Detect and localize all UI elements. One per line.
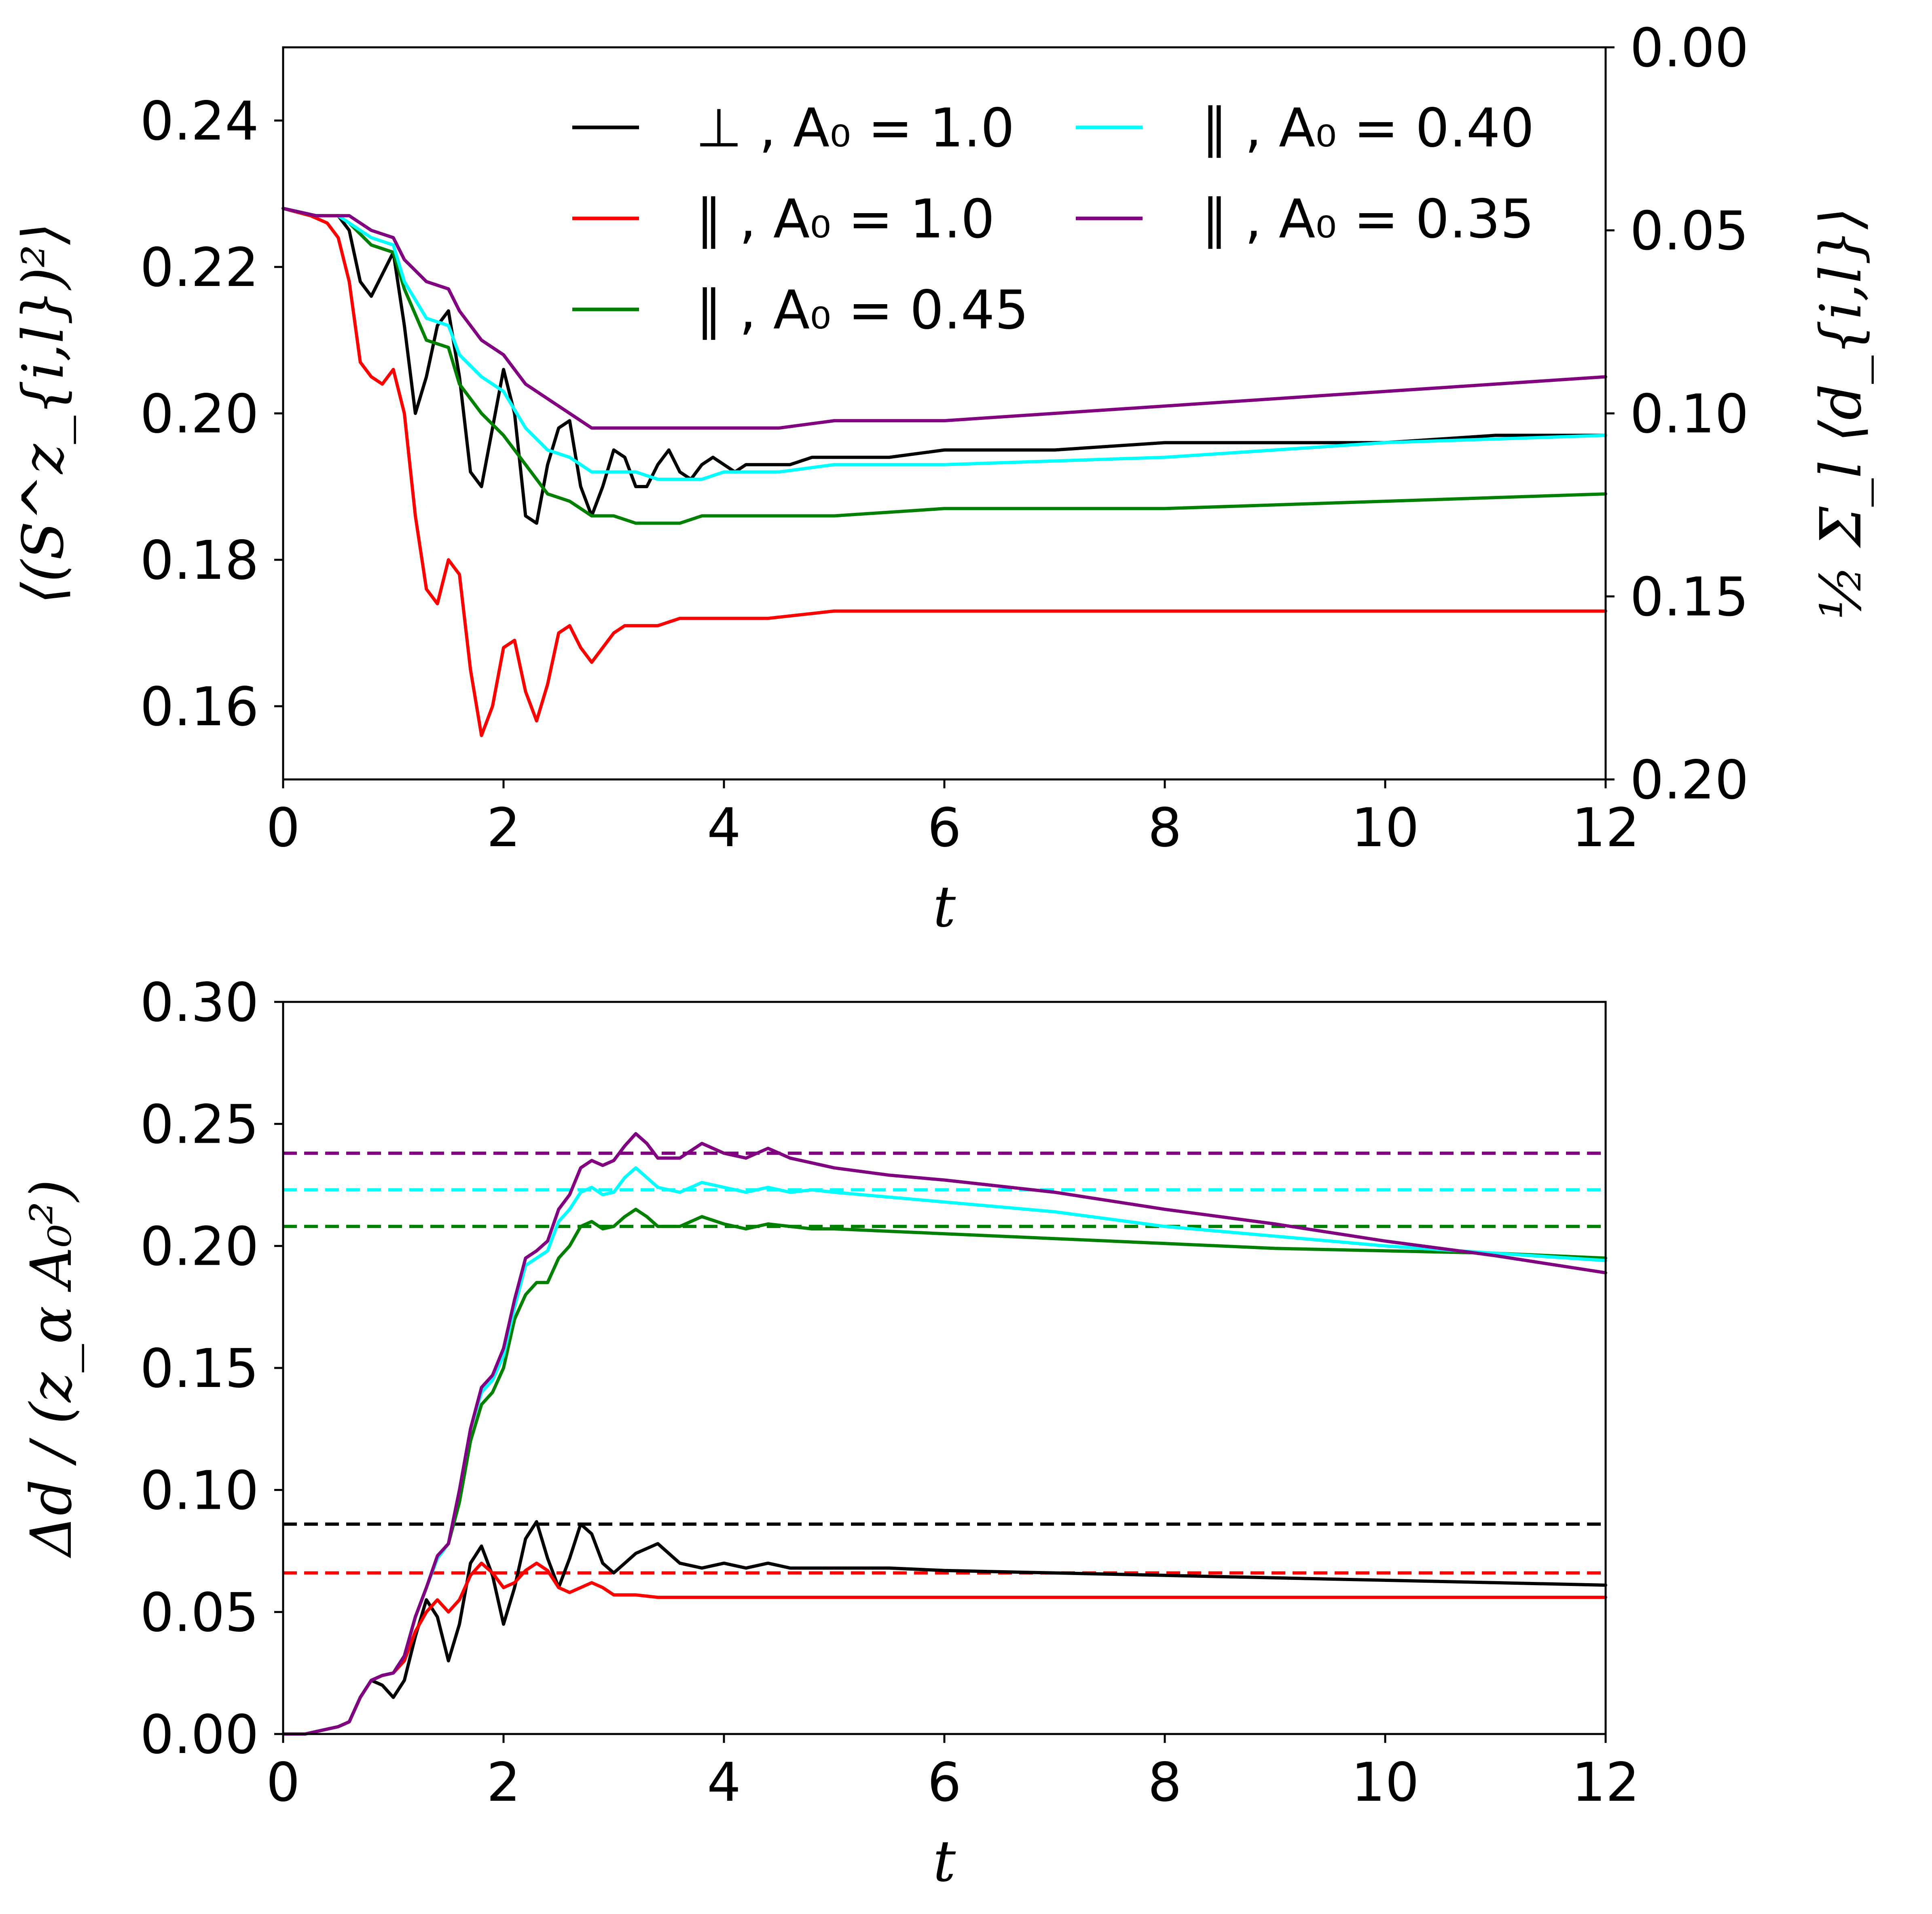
top-x-tick-label-6: 12 xyxy=(1572,797,1640,859)
legend: ⊥ , A₀ = 1.0 ∥ , A₀ = 1.0 ∥ , A₀ = 0.45 … xyxy=(572,97,1534,341)
top-y-tick-label-3: 0.22 xyxy=(140,237,259,299)
bottom-x-tick-label-0: 0 xyxy=(266,1751,300,1814)
bottom-x-tick-label-6: 12 xyxy=(1572,1751,1640,1814)
bottom-x-tick-label-4: 8 xyxy=(1148,1751,1182,1814)
bottom-y-tick-label-4: 0.20 xyxy=(140,1215,259,1278)
bottom-reference-lines xyxy=(283,1152,1606,1575)
top-panel: 0 2 4 6 8 10 12 0.160.180.200.220.24 0.000.050… xyxy=(11,17,1874,940)
top-y-tick-label-4: 0.24 xyxy=(140,90,259,152)
top-x-tick-label-0: 0 xyxy=(266,797,300,859)
top-series-line-1 xyxy=(281,207,1607,737)
bottom-y-tick-label-6: 0.30 xyxy=(140,972,259,1034)
top-y-right-tick-label-0: 0.00 xyxy=(1630,17,1749,79)
top-x-tick-label-3: 6 xyxy=(927,797,961,859)
bottom-x-tick-label-2: 4 xyxy=(707,1751,741,1814)
top-y-right-tick-label-3: 0.15 xyxy=(1630,566,1749,629)
bottom-x-tick-label-1: 2 xyxy=(487,1751,521,1814)
bottom-y-ticks: 0.00 0.05 0.10 0.15 0.20 0.25 0.30 xyxy=(140,972,283,1766)
top-series-line-0 xyxy=(281,207,1607,525)
top-series-group xyxy=(281,207,1607,737)
top-x-tick-label-2: 4 xyxy=(707,797,741,859)
bottom-x-tick-label-3: 6 xyxy=(927,1751,961,1814)
bottom-x-tick-label-5: 10 xyxy=(1351,1751,1419,1814)
bottom-series-line-0 xyxy=(281,1520,1607,1736)
legend-label-perp-1: ⊥ , A₀ = 1.0 xyxy=(696,97,1015,159)
top-series-line-2 xyxy=(281,207,1607,525)
top-y-ticks: 0.16 0.18 0.20 0.22 0.24 xyxy=(140,90,283,738)
top-y-axis-label: ⟨(S^z_{i,l})²⟩ xyxy=(11,222,76,604)
top-y-ticks-right: 0.00 0.05 0.10 0.15 0.20 xyxy=(1606,17,1749,811)
legend-label-par-040: ∥ , A₀ = 0.40 xyxy=(1201,97,1534,159)
bottom-series-line-4 xyxy=(281,1132,1607,1736)
legend-label-par-045: ∥ , A₀ = 0.45 xyxy=(696,279,1029,341)
top-y-tick-label-0: 0.16 xyxy=(140,676,259,738)
top-x-ticks: 0 2 4 6 8 10 12 xyxy=(266,779,1640,859)
bottom-y-tick-label-2: 0.10 xyxy=(140,1460,259,1522)
top-x-axis-label: t xyxy=(933,874,956,940)
top-y-tick-label-1: 0.18 xyxy=(140,529,259,592)
bottom-series-group xyxy=(281,1132,1607,1736)
top-y-axis-label-right: ½ Σ_l ⟨d_{i,l}⟩ xyxy=(1808,207,1874,620)
bottom-y-tick-label-5: 0.25 xyxy=(140,1094,259,1156)
bottom-y-tick-label-3: 0.15 xyxy=(140,1338,259,1400)
bottom-x-ticks: 0 2 4 6 8 10 12 xyxy=(266,1734,1640,1814)
top-y-right-tick-label-4: 0.20 xyxy=(1630,749,1749,811)
bottom-y-tick-label-0: 0.00 xyxy=(140,1704,259,1766)
top-y-tick-label-2: 0.20 xyxy=(140,383,259,445)
bottom-y-axis-label: Δd / (z_α A₀²) xyxy=(19,1179,85,1558)
top-series-line-4 xyxy=(281,207,1607,430)
legend-label-par-1: ∥ , A₀ = 1.0 xyxy=(696,188,995,250)
bottom-x-axis-label: t xyxy=(933,1829,956,1895)
bottom-y-tick-label-1: 0.05 xyxy=(140,1582,259,1644)
top-x-tick-label-5: 10 xyxy=(1351,797,1419,859)
top-series-line-3 xyxy=(281,207,1607,481)
top-y-right-tick-label-1: 0.05 xyxy=(1630,200,1749,263)
legend-label-par-035: ∥ , A₀ = 0.35 xyxy=(1201,188,1534,250)
top-x-tick-label-1: 2 xyxy=(487,797,521,859)
top-y-right-tick-label-2: 0.10 xyxy=(1630,383,1749,445)
top-x-tick-label-4: 8 xyxy=(1148,797,1182,859)
bottom-panel: 0 2 4 6 8 10 12 0.00 0.05 0.10 0.15 0.20 0.25 0.30 t… xyxy=(19,972,1640,1895)
